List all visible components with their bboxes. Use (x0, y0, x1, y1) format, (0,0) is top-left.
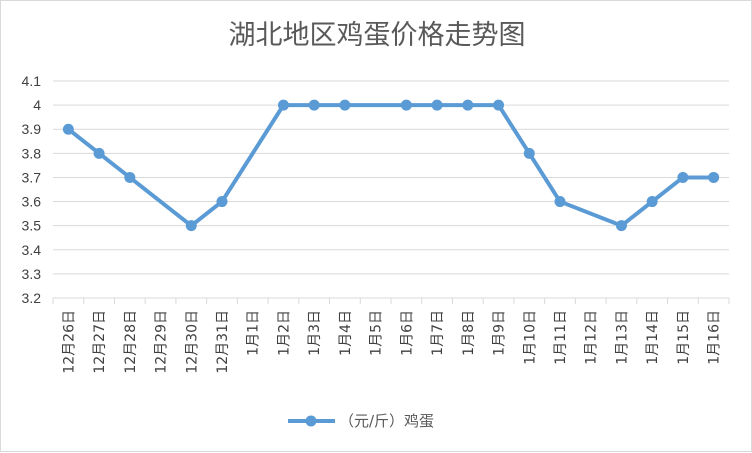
y-tick-label: 3.6 (22, 194, 42, 210)
x-tick-label: 1月13日 (614, 310, 630, 365)
y-tick-label: 3.3 (22, 266, 42, 282)
x-axis-ticks: 12月26日 12月27日 12月28日 12月29日 12月30日 12月31日 1月1日… (52, 298, 730, 374)
chart-title: 湖北地区鸡蛋价格走势图 (229, 20, 526, 51)
y-tick-label: 3.5 (22, 218, 42, 234)
x-tick-label: 1月14日 (645, 310, 661, 365)
data-point (339, 99, 351, 111)
legend-point-marker (305, 415, 317, 427)
series-layer (62, 99, 720, 232)
x-tick-label: 12月29日 (154, 310, 170, 374)
data-point (677, 171, 689, 183)
y-tick-label: 3.4 (22, 242, 42, 258)
x-tick-label: 12月30日 (184, 310, 200, 374)
data-point (462, 99, 474, 111)
legend-label: （元/斤）鸡蛋 (339, 412, 434, 430)
data-point (431, 99, 443, 111)
y-tick-label: 4.1 (22, 73, 42, 89)
y-axis-ticks: 3.2 3.3 3.4 3.5 3.6 3.7 3.8 3.9 4 4.1 (22, 73, 42, 306)
x-tick-label: 1月12日 (584, 310, 600, 365)
x-tick-label: 12月26日 (61, 310, 77, 374)
y-tick-label: 3.7 (22, 169, 42, 185)
x-tick-label: 1月6日 (399, 310, 415, 356)
data-point (277, 99, 289, 111)
x-tick-label: 1月15日 (676, 310, 692, 365)
data-point (62, 123, 74, 135)
data-point (216, 196, 228, 208)
data-point (93, 147, 105, 159)
data-point (708, 171, 720, 183)
x-tick-label: 1月11日 (553, 310, 569, 365)
grid-layer (53, 80, 729, 299)
x-tick-label: 12月27日 (92, 310, 108, 374)
x-tick-label: 1月1日 (246, 310, 262, 356)
x-tick-label: 1月5日 (369, 310, 385, 356)
x-tick-label: 1月9日 (492, 310, 508, 356)
x-tick-label: 12月31日 (215, 310, 231, 374)
y-tick-label: 3.2 (22, 290, 42, 306)
x-tick-label: 12月28日 (123, 310, 139, 374)
x-tick-label: 1月8日 (461, 310, 477, 356)
x-tick-label: 1月4日 (338, 310, 354, 356)
series-line-0 (67, 103, 714, 228)
data-point (124, 171, 136, 183)
y-tick-label: 3.9 (22, 121, 42, 137)
data-point (646, 196, 658, 208)
x-tick-label: 1月2日 (276, 310, 292, 356)
data-point (554, 196, 566, 208)
x-tick-label: 1月7日 (430, 310, 446, 356)
x-tick-label: 1月16日 (707, 310, 723, 365)
data-point (615, 220, 627, 232)
data-point (185, 220, 197, 232)
data-point (400, 99, 412, 111)
y-tick-label: 3.8 (22, 145, 42, 161)
y-tick-label: 4 (33, 97, 41, 113)
x-tick-label: 1月3日 (307, 310, 323, 356)
data-point (308, 99, 320, 111)
legend: （元/斤）鸡蛋 (288, 412, 434, 430)
data-point (523, 147, 535, 159)
data-point (493, 99, 505, 111)
x-tick-label: 1月10日 (522, 310, 538, 365)
